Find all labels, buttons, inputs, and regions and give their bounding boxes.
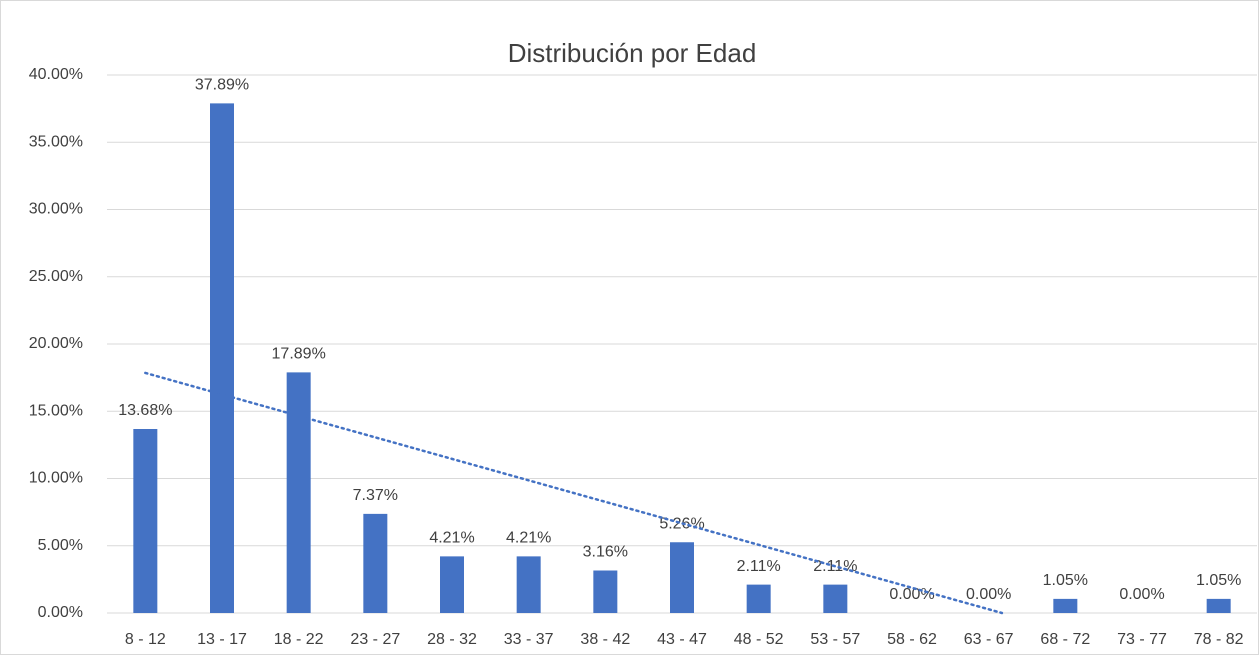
x-tick-label: 68 - 72 xyxy=(1040,631,1090,648)
data-label: 2.11% xyxy=(737,558,781,575)
y-tick-label: 30.00% xyxy=(29,201,83,218)
x-tick-label: 58 - 62 xyxy=(887,631,937,648)
bar xyxy=(1206,598,1231,613)
data-label: 17.89% xyxy=(272,346,326,363)
x-tick-label: 13 - 17 xyxy=(197,631,247,648)
x-tick-label: 78 - 82 xyxy=(1194,631,1244,648)
y-tick-label: 0.00% xyxy=(38,604,83,621)
x-tick-label: 53 - 57 xyxy=(810,631,860,648)
y-tick-label: 10.00% xyxy=(29,470,83,487)
bar xyxy=(363,513,388,613)
x-tick-label: 43 - 47 xyxy=(657,631,707,648)
bar xyxy=(440,556,464,613)
chart-title: Distribución por Edad xyxy=(508,38,757,68)
x-tick-label: 23 - 27 xyxy=(350,631,400,648)
x-tick-label: 18 - 22 xyxy=(274,631,324,648)
data-label: 1.05% xyxy=(1043,572,1088,589)
y-tick-label: 35.00% xyxy=(29,133,83,150)
bar xyxy=(746,584,771,613)
bar xyxy=(516,556,541,613)
bar xyxy=(823,584,848,613)
data-label: 4.21% xyxy=(429,530,474,547)
data-label: 37.89% xyxy=(195,77,249,94)
x-tick-label: 28 - 32 xyxy=(427,631,477,648)
y-tick-label: 25.00% xyxy=(29,268,83,285)
y-tick-label: 5.00% xyxy=(38,537,83,554)
bar xyxy=(210,103,234,613)
x-tick-label: 33 - 37 xyxy=(504,631,554,648)
bar xyxy=(670,542,694,613)
data-label: 7.37% xyxy=(353,487,398,504)
data-label: 13.68% xyxy=(118,402,172,419)
x-tick-label: 48 - 52 xyxy=(734,631,784,648)
data-label: 0.00% xyxy=(966,586,1011,603)
y-tick-label: 40.00% xyxy=(29,66,83,83)
data-label: 4.21% xyxy=(506,530,551,547)
x-tick-label: 73 - 77 xyxy=(1117,631,1167,648)
trendline xyxy=(144,371,1004,615)
y-tick-label: 15.00% xyxy=(29,402,83,419)
x-tick-label: 38 - 42 xyxy=(580,631,630,648)
bar xyxy=(1053,598,1078,613)
bar xyxy=(133,429,158,613)
data-label: 0.00% xyxy=(1119,586,1164,603)
bar xyxy=(593,570,618,613)
data-label: 3.16% xyxy=(583,544,628,561)
x-tick-label: 8 - 12 xyxy=(125,631,166,648)
x-tick-label: 63 - 67 xyxy=(964,631,1014,648)
y-tick-label: 20.00% xyxy=(29,335,83,352)
data-label: 0.00% xyxy=(889,586,934,603)
bar xyxy=(286,372,311,613)
data-label: 1.05% xyxy=(1196,572,1241,589)
